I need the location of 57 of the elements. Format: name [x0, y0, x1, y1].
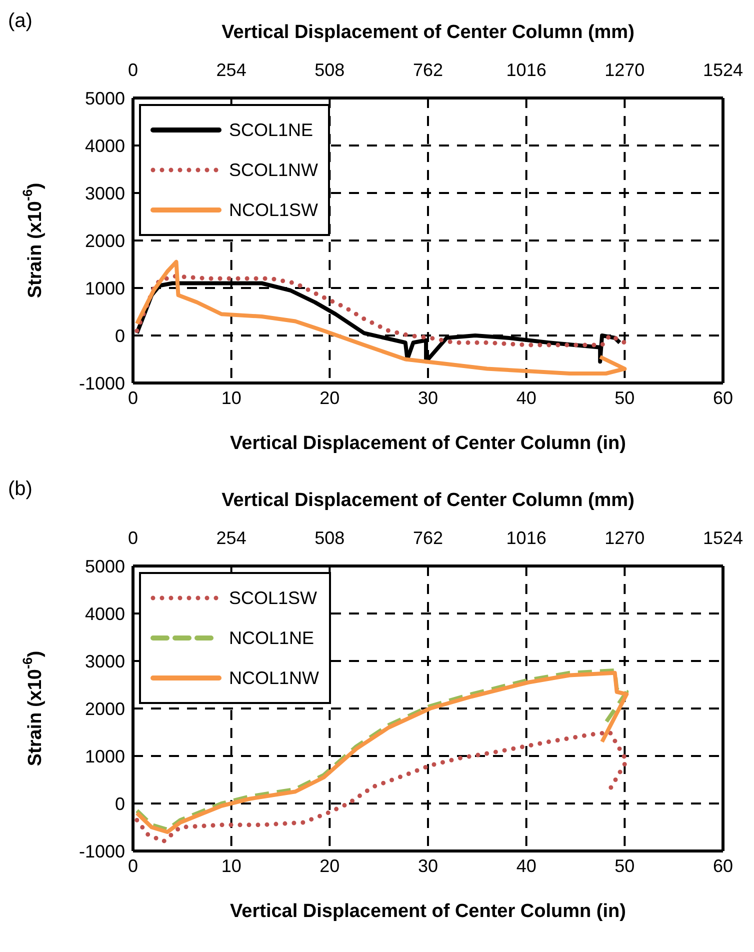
x-tick-label: 60	[712, 388, 734, 408]
x-tick-label: 50	[614, 388, 635, 408]
legend-label: SCOL1NW	[229, 160, 318, 180]
y-tick-label: 5000	[84, 88, 125, 108]
legend-label: SCOL1NE	[229, 120, 314, 140]
x-tick-label: 60	[712, 856, 734, 876]
x-tick-label: 30	[418, 388, 438, 408]
y-tick-label: 3000	[84, 183, 125, 204]
x2-tick-label: 1016	[506, 60, 546, 80]
y-tick-label: 2000	[84, 698, 125, 719]
x-axis-title: Vertical Displacement of Center Column (in)	[230, 433, 626, 454]
x2-tick-label: 0	[128, 528, 138, 548]
x-tick-label: 0	[128, 856, 138, 876]
x-tick-label: 50	[614, 856, 635, 876]
x2-tick-label: 1270	[604, 60, 645, 80]
y-tick-label: 3000	[84, 651, 125, 672]
legend-label: NCOL1NW	[229, 668, 320, 688]
y-tick-label: 4000	[84, 136, 125, 156]
x-tick-label: 30	[418, 856, 438, 876]
legend-label: NCOL1SW	[229, 200, 318, 220]
x-axis-title: Vertical Displacement of Center Column (in)	[230, 901, 626, 922]
y-tick-label: 0	[114, 326, 125, 346]
line-series	[134, 730, 629, 844]
y-tick-label: -1000	[78, 841, 125, 862]
x2-tick-label: 254	[216, 60, 246, 80]
x-tick-label: 10	[221, 388, 242, 408]
line-series	[134, 260, 627, 376]
x-tick-label: 20	[320, 856, 340, 876]
y-tick-label: 4000	[84, 604, 125, 624]
x-tick-label: 10	[221, 856, 242, 876]
y-tick-label: 5000	[84, 556, 125, 576]
x-tick-label: 0	[128, 388, 138, 408]
x2-tick-label: 762	[412, 528, 444, 548]
y-tick-label: 1000	[84, 278, 125, 298]
y-tick-label: 0	[114, 794, 125, 814]
x2-tick-label: 508	[314, 60, 345, 80]
x2-tick-label: 1270	[604, 528, 645, 548]
x2-tick-label: 508	[314, 528, 345, 548]
x2-tick-label: 1524	[702, 528, 744, 548]
x-tick-label: 20	[320, 388, 340, 408]
x2-tick-label: 1016	[506, 528, 546, 548]
y-tick-label: 2000	[84, 230, 125, 251]
x2-tick-label: 254	[216, 528, 246, 548]
line-series	[134, 274, 627, 348]
text: (b)	[8, 478, 32, 501]
text: (a)	[8, 10, 32, 33]
y-tick-label: 1000	[84, 746, 125, 766]
x-tick-label: 40	[516, 388, 536, 408]
x2-tick-label: 0	[128, 60, 138, 80]
x2-tick-label: 762	[412, 60, 444, 80]
legend-label: SCOL1SW	[229, 588, 318, 608]
y-tick-label: -1000	[78, 373, 125, 394]
legend-label: NCOL1NE	[229, 628, 314, 648]
x-tick-label: 40	[516, 856, 536, 876]
x2-tick-label: 1524	[702, 60, 744, 80]
x2-axis-title: Vertical Displacement of Center Column (mm)	[222, 22, 634, 43]
x2-axis-title: Vertical Displacement of Center Column (mm)	[222, 490, 634, 511]
